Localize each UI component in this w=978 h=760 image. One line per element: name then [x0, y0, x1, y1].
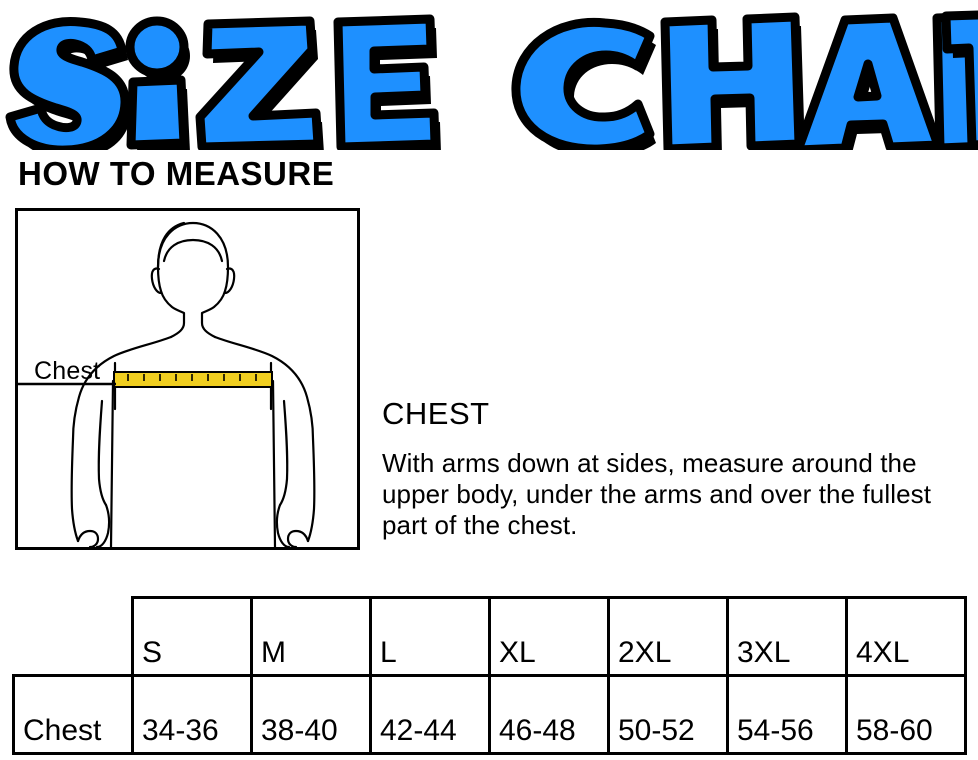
- table-cell-chest-m: 38-40: [250, 674, 372, 755]
- chest-description-block: CHEST With arms down at sides, measure a…: [382, 396, 972, 541]
- title-letter-H: [660, 12, 805, 150]
- title-letter-S: [5, 16, 132, 150]
- table-corner-blank: [14, 598, 133, 676]
- table-cell-chest-3xl: 54-56: [726, 674, 848, 755]
- table-cell-chest-4xl: 58-60: [845, 674, 967, 755]
- table-header-s: S: [131, 596, 253, 677]
- table-cell-chest-s: 34-36: [131, 674, 253, 755]
- right-arm: [306, 437, 316, 543]
- left-hand: [76, 529, 100, 547]
- table-header-4xl: 4XL: [845, 596, 967, 677]
- hairline: [162, 238, 224, 263]
- measurement-diagram-box: [15, 208, 360, 550]
- measuring-tape: [113, 371, 273, 388]
- table-header-row: S M L XL 2XL 3XL 4XL: [14, 596, 967, 677]
- title-letter-A: [793, 13, 943, 150]
- table-row: Chest 34-36 38-40 42-44 46-48 50-52 54-5…: [12, 674, 967, 755]
- table-header-xl: XL: [488, 596, 610, 677]
- male-torso-figure: [18, 221, 316, 547]
- title-letter-Z: [195, 16, 324, 150]
- right-hand: [286, 529, 310, 547]
- table-header-2xl: 2XL: [607, 596, 729, 677]
- title-letter-C: [511, 17, 656, 150]
- table-header-3xl: 3XL: [726, 596, 848, 677]
- left-arm: [70, 437, 80, 543]
- table-rowlabel-chest: Chest: [12, 674, 134, 755]
- chest-callout-label: Chest: [34, 357, 101, 385]
- chest-description-body: With arms down at sides, measure around …: [382, 448, 932, 540]
- table-header-l: L: [369, 596, 491, 677]
- right-ear: [223, 267, 236, 295]
- chest-description-heading: CHEST: [382, 396, 490, 431]
- how-to-measure-heading: HOW TO MEASURE: [18, 155, 335, 192]
- title-letter-i: [125, 16, 190, 150]
- head-outline: [156, 221, 230, 339]
- title-letter-E: [333, 14, 441, 150]
- table-cell-chest-l: 42-44: [369, 674, 491, 755]
- title-letter-T: [941, 10, 978, 150]
- size-chart-title-graphic: .tl-shadow { fill:#000000; } .tl-fill { …: [5, 10, 978, 150]
- torso-outline: [71, 335, 173, 441]
- size-table: S M L XL 2XL 3XL 4XL Chest 34-36 38-40 4…: [12, 596, 967, 755]
- left-ear: [150, 267, 163, 295]
- table-cell-chest-2xl: 50-52: [607, 674, 729, 755]
- table-cell-chest-xl: 46-48: [488, 674, 610, 755]
- page-title: .tl-shadow { fill:#000000; } .tl-fill { …: [0, 0, 978, 150]
- table-header-m: M: [250, 596, 372, 677]
